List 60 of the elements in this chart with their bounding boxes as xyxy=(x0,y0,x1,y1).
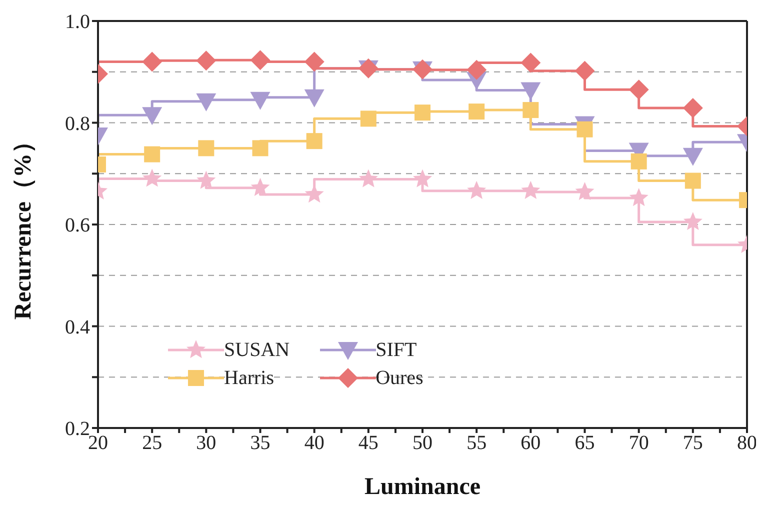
x-tick-label: 30 xyxy=(196,432,216,454)
point xyxy=(522,102,539,118)
x-tick-label: 50 xyxy=(412,432,432,454)
y-axis-title: Recurrence（%） xyxy=(10,129,37,320)
legend-label: SIFT xyxy=(376,338,417,362)
x-tick-label: 20 xyxy=(88,432,108,454)
point xyxy=(142,52,162,72)
point xyxy=(520,82,541,100)
point xyxy=(250,50,270,70)
point xyxy=(412,169,432,188)
point xyxy=(142,168,162,187)
point xyxy=(414,104,430,121)
point xyxy=(628,80,649,100)
point xyxy=(682,98,703,118)
point xyxy=(250,92,270,110)
legend-label: Oures xyxy=(376,366,424,390)
point xyxy=(576,121,593,138)
point xyxy=(466,60,487,80)
y-tick-label: 0.8 xyxy=(65,112,90,135)
point xyxy=(574,60,595,81)
x-tick-label: 55 xyxy=(466,432,487,454)
point xyxy=(144,146,160,162)
point xyxy=(575,182,594,200)
x-tick-label: 75 xyxy=(682,432,703,454)
y-tick-label: 0.4 xyxy=(65,316,90,338)
point xyxy=(467,180,486,200)
x-tick-label: 70 xyxy=(628,432,649,454)
x-tick-label: 60 xyxy=(520,432,541,454)
x-tick-label: 40 xyxy=(304,432,324,454)
point xyxy=(630,153,647,170)
point xyxy=(196,170,216,189)
x-axis-title: Luminance xyxy=(364,474,481,500)
x-tick-label: 35 xyxy=(250,432,270,454)
point xyxy=(252,140,268,156)
point xyxy=(520,52,541,73)
point xyxy=(196,93,216,112)
x-tick-label: 45 xyxy=(358,432,378,454)
point xyxy=(360,110,376,127)
point xyxy=(468,104,485,120)
point xyxy=(682,148,703,166)
legend-label: Harris xyxy=(224,366,274,390)
point xyxy=(306,133,322,150)
x-tick-label: 80 xyxy=(737,432,757,454)
point xyxy=(521,180,540,200)
point xyxy=(629,188,648,206)
point xyxy=(196,50,216,71)
point xyxy=(304,52,324,72)
x-tick-label: 65 xyxy=(574,432,595,454)
y-tick-label: 1.0 xyxy=(65,11,90,34)
point xyxy=(304,89,324,108)
legend-label: SUSAN xyxy=(224,338,290,362)
point xyxy=(250,178,270,196)
x-tick-label: 25 xyxy=(142,432,162,454)
point xyxy=(684,172,701,189)
point xyxy=(358,169,378,188)
y-tick-label: 0.2 xyxy=(65,418,90,440)
point xyxy=(683,212,702,230)
y-tick-label: 0.6 xyxy=(65,214,90,237)
point xyxy=(142,107,162,126)
point xyxy=(198,140,214,156)
